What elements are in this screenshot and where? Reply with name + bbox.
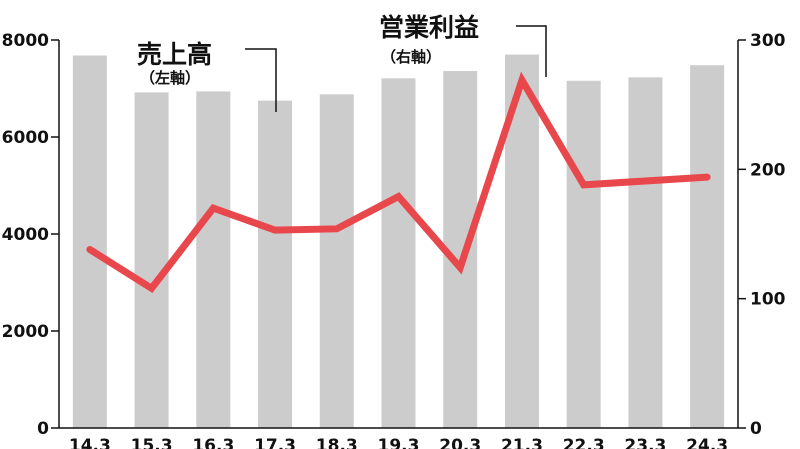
bar-15.3 — [134, 92, 169, 428]
right-tick-label: 100 — [750, 290, 786, 310]
x-tick-label: 18.3 — [316, 436, 358, 449]
sales-leader-line — [245, 48, 277, 112]
left-tick-label: 8000 — [2, 31, 49, 51]
sales-axis-note: （左軸） — [140, 69, 200, 87]
profit-series-label: 営業利益 — [379, 13, 479, 42]
bar-17.3 — [258, 100, 293, 428]
x-tick-label: 17.3 — [254, 436, 296, 449]
bar-series-sales — [72, 54, 725, 429]
right-tick-label: 200 — [750, 160, 786, 180]
bar-23.3 — [628, 77, 663, 428]
left-tick-label: 6000 — [2, 128, 49, 148]
annotation-operating-profit: 営業利益 （右軸） — [379, 13, 547, 77]
x-tick-label: 20.3 — [439, 436, 481, 449]
annotation-sales: 売上高 （左軸） — [137, 40, 277, 112]
left-tick-label: 2000 — [2, 322, 49, 342]
bar-22.3 — [566, 80, 601, 429]
bar-19.3 — [381, 78, 416, 428]
sales-series-label: 売上高 — [137, 40, 212, 69]
bar-18.3 — [319, 94, 354, 428]
profit-leader-line — [516, 25, 547, 77]
right-tick-label: 300 — [750, 31, 786, 51]
left-tick-label: 0 — [37, 419, 49, 439]
left-tick-label: 4000 — [2, 225, 49, 245]
bar-14.3 — [72, 55, 107, 429]
x-tick-label: 21.3 — [501, 436, 543, 449]
x-tick-labels: 14.3 15.3 16.3 17.3 18.3 19.3 20.3 21.3 22.3 23.3… — [69, 436, 728, 449]
x-tick-label: 19.3 — [378, 436, 420, 449]
right-tick-label: 0 — [750, 419, 762, 439]
x-tick-label: 14.3 — [69, 436, 111, 449]
x-tick-label: 16.3 — [192, 436, 234, 449]
left-axis-tick-labels: 0 2000 4000 6000 8000 — [2, 31, 59, 439]
bar-16.3 — [196, 91, 231, 428]
x-tick-label: 24.3 — [686, 436, 728, 449]
profit-axis-note: （右軸） — [381, 48, 441, 66]
line-series-operating-profit — [86, 71, 711, 293]
bar-24.3 — [690, 65, 725, 428]
x-tick-label: 23.3 — [624, 436, 666, 449]
right-axis-tick-labels: 0 100 200 300 — [738, 31, 786, 439]
x-tick-label: 15.3 — [131, 436, 173, 449]
x-tick-label: 22.3 — [563, 436, 605, 449]
